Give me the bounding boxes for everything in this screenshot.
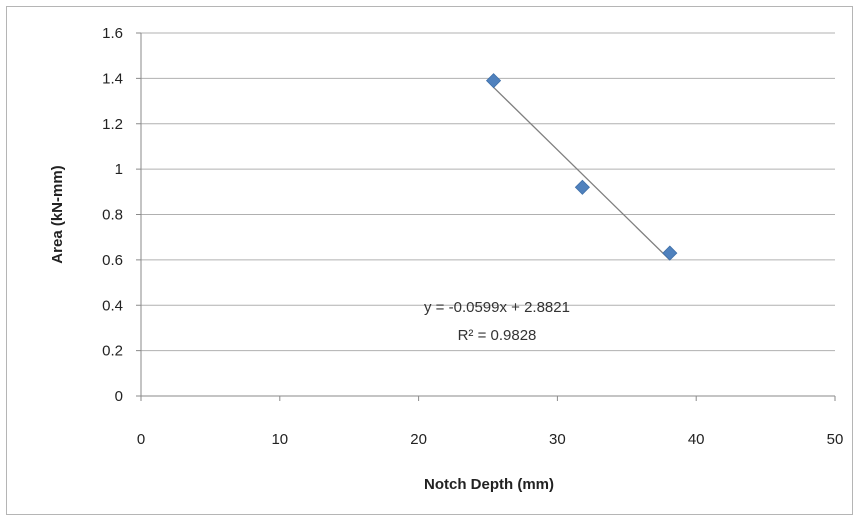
- y-tick-label-6: 1.2: [102, 116, 123, 133]
- x-axis-title: Notch Depth (mm): [424, 476, 554, 493]
- y-tick-label-1: 0.2: [102, 343, 123, 360]
- y-tick-label-2: 0.4: [102, 297, 123, 314]
- y-tick-label-3: 0.6: [102, 252, 123, 269]
- y-axis-title: Area (kN-mm): [49, 165, 66, 263]
- trendline: [493, 86, 671, 261]
- x-tick-label-4: 40: [688, 431, 705, 448]
- x-tick-label-1: 10: [271, 431, 288, 448]
- gridlines: [136, 32, 836, 401]
- x-axis-ticks: 0 10 20 30 40 50: [137, 431, 844, 448]
- y-tick-label-8: 1.6: [102, 25, 123, 42]
- trendline-group: [493, 86, 671, 261]
- y-tick-label-5: 1: [115, 161, 123, 178]
- y-axis-ticks: 0 0.2 0.4 0.6 0.8 1 1.2 1.4 1.6: [102, 25, 123, 405]
- data-points: [485, 73, 678, 261]
- data-point-1: [574, 179, 590, 195]
- data-point-0: [485, 73, 502, 89]
- r-squared-label: R² = 0.9828: [458, 327, 537, 344]
- y-tick-label-4: 0.8: [102, 207, 123, 224]
- chart-frame: [6, 6, 853, 515]
- x-tick-label-0: 0: [137, 431, 145, 448]
- y-tick-label-7: 1.4: [102, 70, 123, 87]
- y-tick-label-0: 0: [115, 388, 123, 405]
- x-tick-label-2: 20: [410, 431, 427, 448]
- x-tick-label-5: 50: [827, 431, 844, 448]
- trendline-equation: y = -0.0599x + 2.8821: [424, 299, 570, 316]
- x-tick-label-3: 30: [549, 431, 566, 448]
- data-point-2: [662, 245, 678, 261]
